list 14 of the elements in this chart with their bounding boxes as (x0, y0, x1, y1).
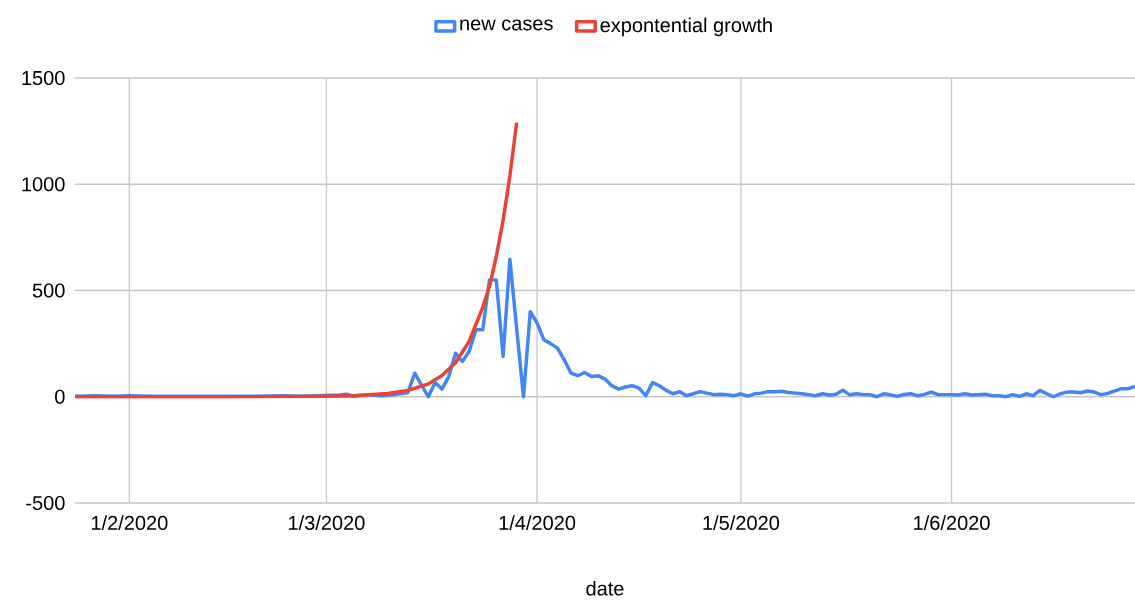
legend-label: expontential growth (600, 17, 772, 37)
x-tick-label: 1/4/2020 (499, 515, 576, 530)
legend-label: new cases (460, 19, 553, 31)
y-tick-label: 0 (55, 389, 65, 404)
y-tick-label: 1000 (22, 177, 65, 192)
x-tick-label: 1/3/2020 (289, 515, 365, 530)
x-tick-label: 1/5/2020 (703, 515, 780, 530)
line-series (75, 120, 519, 399)
y-tick-label: -500 (26, 495, 65, 511)
y-tick-label: 1500 (22, 70, 65, 86)
x-axis-title: date (586, 580, 624, 596)
x-tick-label: 1/6/2020 (914, 515, 990, 530)
x-tick-label: 1/2/2020 (91, 515, 168, 530)
y-tick-label: 500 (32, 283, 65, 298)
